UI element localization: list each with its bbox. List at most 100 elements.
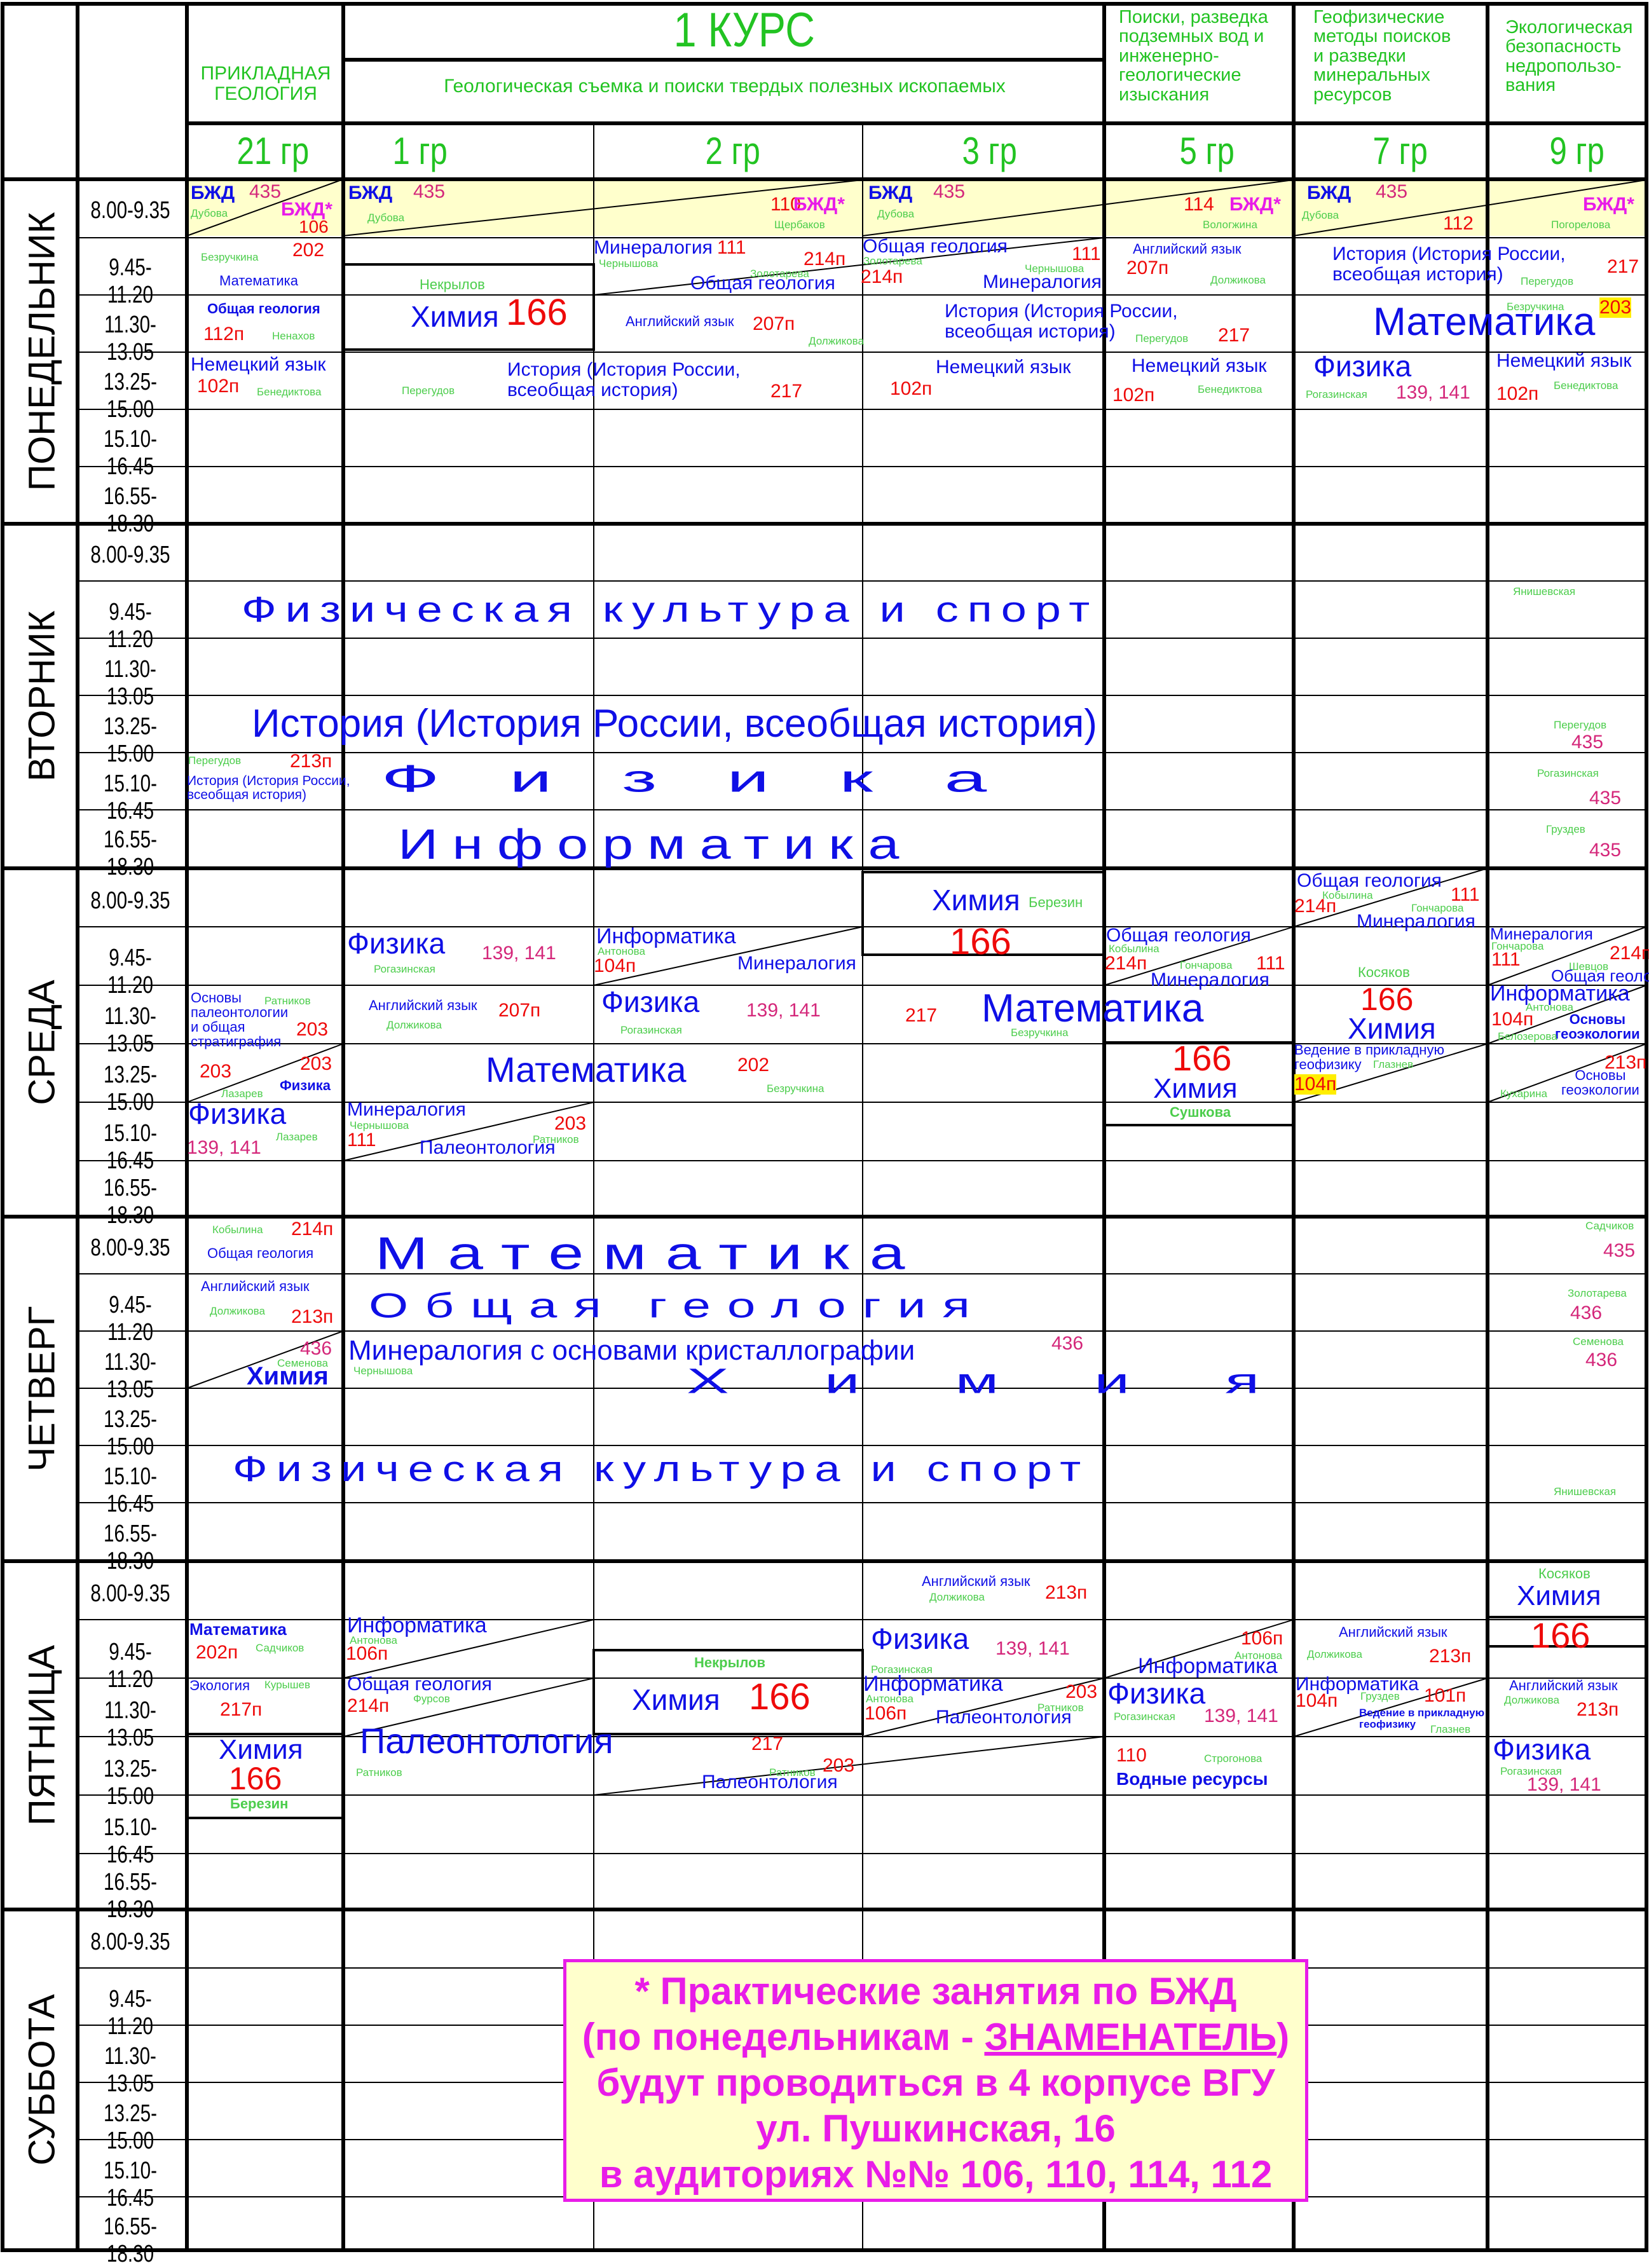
lesson-subject: БЖД bbox=[1307, 182, 1351, 203]
time-slot: 15.10-16.45 bbox=[103, 1463, 158, 1517]
group-9: 9 гр bbox=[1549, 130, 1605, 172]
lesson-teacher: Ратников bbox=[769, 1766, 816, 1779]
lesson-subject: Физика bbox=[1493, 1733, 1591, 1766]
lesson-teacher: Рогазинская bbox=[1500, 1765, 1562, 1777]
lesson-subject: История (История России, всеобщая истори… bbox=[187, 774, 350, 803]
lesson-subject: Экология bbox=[189, 1677, 250, 1693]
lesson-room: 102п bbox=[1496, 383, 1539, 404]
lesson-teacher: Рогазинская bbox=[1114, 1711, 1175, 1723]
lesson-subject: БЖД* bbox=[1583, 194, 1634, 215]
time-slot: 9.45-11.20 bbox=[107, 1639, 153, 1693]
lesson-teacher: Перегудов bbox=[1554, 719, 1607, 731]
lesson-subject: Палеонтология bbox=[936, 1707, 1072, 1728]
lesson-room: 104п bbox=[1491, 1009, 1534, 1030]
time-slot: 15.10-16.45 bbox=[103, 426, 158, 480]
lesson-room: 436 bbox=[300, 1338, 332, 1359]
lesson-room: 217 bbox=[770, 381, 803, 402]
lesson-room: 104п bbox=[1294, 1074, 1337, 1095]
lesson-room: 166 bbox=[1172, 1038, 1232, 1078]
lesson-teacher: Чернышова bbox=[599, 257, 659, 270]
lesson-teacher: Гончарова bbox=[1411, 902, 1464, 914]
lesson-teacher: Перегудов bbox=[402, 385, 455, 397]
lesson-subject: Физическая культура и спорт bbox=[242, 589, 1099, 630]
lesson-room: 217 bbox=[905, 1005, 938, 1026]
lesson-room: 436 bbox=[1570, 1302, 1603, 1323]
lesson-subject: Немецкий язык bbox=[191, 354, 326, 375]
lesson-subject: Основы геоэкологии bbox=[1555, 1011, 1640, 1042]
note-line-1: * Практические занятия по БЖД bbox=[634, 1970, 1237, 2012]
lesson-teacher: Глазнев bbox=[1373, 1058, 1414, 1070]
lesson-room: 110 bbox=[770, 194, 801, 215]
lesson-teacher: Белозерова bbox=[1498, 1030, 1557, 1042]
lesson-teacher: Дубова bbox=[367, 212, 405, 224]
lesson-subject: Информатика bbox=[863, 1672, 1003, 1696]
lesson-room: 435 bbox=[1589, 788, 1622, 809]
lesson-subject: Математика bbox=[219, 273, 298, 289]
lesson-room: 435 bbox=[1603, 1240, 1636, 1261]
time-slot: 16.55-18.30 bbox=[103, 1520, 158, 1575]
lesson-room: 166 bbox=[506, 292, 568, 333]
lesson-subject: История (История России, всеобщая истори… bbox=[507, 359, 741, 400]
column-lines bbox=[593, 125, 863, 2250]
lesson-teacher: Антонова bbox=[1526, 1001, 1573, 1013]
lesson-teacher: Ратников bbox=[356, 1766, 402, 1779]
lesson-room: 101п bbox=[1424, 1685, 1467, 1706]
lesson-room: 203 bbox=[1599, 297, 1632, 318]
lesson-subject: Палеонтология bbox=[702, 1772, 838, 1793]
lesson-subject: Математика bbox=[486, 1049, 687, 1090]
lesson-room: 214п bbox=[1610, 943, 1649, 964]
note-line-2: (по понедельникам - ЗНАМЕНАТЕЛЬ) bbox=[566, 2014, 1305, 2060]
lesson-teacher: Безручкина bbox=[767, 1083, 824, 1095]
lesson-teacher: Бенедиктова bbox=[1198, 383, 1262, 395]
lesson-teacher: Безручкина bbox=[201, 251, 259, 263]
lesson-teacher: Березин bbox=[230, 1796, 289, 1812]
lesson-teacher: Шевцов bbox=[1569, 960, 1609, 973]
time-slot: 9.45-11.20 bbox=[107, 1292, 153, 1346]
lesson-teacher: Семенова bbox=[1573, 1336, 1624, 1348]
lesson-room: 213п bbox=[1429, 1646, 1472, 1667]
lesson-room: 112 bbox=[1443, 213, 1474, 234]
lesson-teacher: Янишевская bbox=[1513, 585, 1576, 598]
lesson-subject: Физика bbox=[601, 985, 700, 1018]
time-slot: 13.25-15.00 bbox=[103, 1062, 158, 1116]
lesson-room: 435 bbox=[933, 181, 966, 202]
lesson-teacher: Гончарова bbox=[1180, 959, 1233, 971]
lesson-subject: Общая геология bbox=[369, 1286, 987, 1325]
lesson-subject: Общая геология bbox=[347, 1674, 492, 1695]
lesson-subject: Математика bbox=[1373, 300, 1596, 344]
lesson-teacher: Антонова bbox=[1235, 1650, 1282, 1662]
time-slot: 15.10-16.45 bbox=[103, 2157, 158, 2211]
time-slot: 8.00-9.35 bbox=[90, 1929, 170, 1955]
lesson-room: 203 bbox=[823, 1755, 855, 1776]
time-slot: 9.45-11.20 bbox=[107, 1986, 153, 2040]
lesson-subject: История (История России, всеобщая истори… bbox=[252, 702, 1097, 746]
lesson-room: 106п bbox=[346, 1643, 388, 1664]
lesson-room: 166 bbox=[1360, 981, 1414, 1017]
lesson-teacher: Должикова bbox=[1307, 1648, 1362, 1660]
lesson-room: 214п bbox=[804, 249, 846, 270]
lesson-teacher: Гончарова bbox=[1491, 940, 1544, 952]
time-slot: 15.10-16.45 bbox=[103, 1814, 158, 1868]
time-slot: 11.30-13.05 bbox=[104, 311, 156, 365]
lesson-room: 213п bbox=[1605, 1052, 1647, 1073]
lesson-room: 139, 141 bbox=[187, 1137, 261, 1158]
lesson-room: 435 bbox=[1571, 732, 1604, 753]
lesson-subject: Ведение в прикладную геофизику bbox=[1359, 1707, 1485, 1730]
note-line-2-end: ) bbox=[1276, 2016, 1290, 2058]
lesson-room: 435 bbox=[413, 181, 446, 202]
lesson-room: 111 bbox=[1451, 884, 1480, 905]
lesson-subject: БЖД bbox=[868, 182, 913, 203]
lesson-teacher: Некрылов bbox=[694, 1655, 766, 1670]
lesson-teacher: Ратников bbox=[264, 995, 311, 1007]
lesson-teacher: Садчиков bbox=[256, 1642, 304, 1654]
lesson-teacher: Дубова bbox=[877, 208, 915, 220]
time-slot: 8.00-9.35 bbox=[90, 197, 170, 224]
lesson-teacher: Рогазинская bbox=[1306, 388, 1367, 400]
lesson-subject: Общая геология bbox=[1106, 925, 1251, 946]
lesson-subject: Немецкий язык bbox=[1132, 355, 1267, 376]
lesson-teacher: Березин bbox=[1029, 894, 1083, 910]
lesson-teacher: Груздев bbox=[1360, 1690, 1400, 1702]
lesson-teacher: Чернышова bbox=[1025, 263, 1085, 275]
lesson-subject: Химия bbox=[1517, 1580, 1601, 1611]
